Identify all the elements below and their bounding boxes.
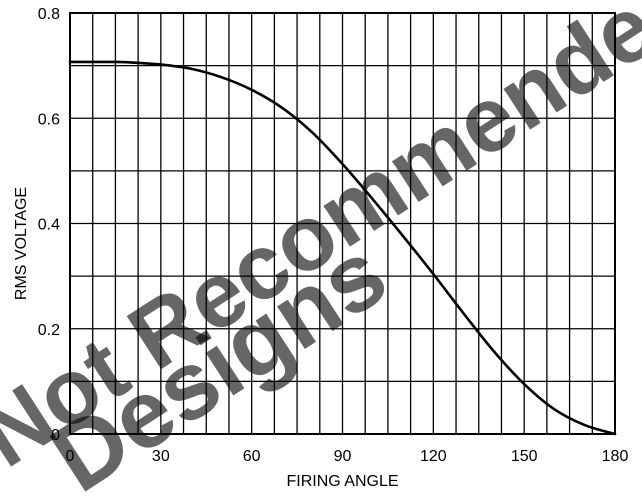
y-tick-label: 0.2 [38,322,60,339]
y-tick-label: 0.6 [38,111,60,128]
x-tick-label: 60 [243,448,261,465]
x-tick-label: 120 [420,448,447,465]
grid [70,13,615,434]
y-tick-label: 0.8 [38,6,60,23]
y-axis-title: RMS VOLTAGE [13,187,30,300]
x-tick-label: 90 [334,448,352,465]
y-axis-ticks: 0 0.2 0.4 0.6 0.8 [38,6,60,444]
x-axis-ticks: 0 30 60 90 120 150 180 [66,448,629,465]
x-tick-label: 180 [602,448,629,465]
plot-frame [69,12,616,435]
x-tick-label: 150 [511,448,538,465]
y-tick-label: 0 [51,427,60,444]
x-tick-label: 0 [66,448,75,465]
plot-border [69,12,616,435]
x-axis-title: FIRING ANGLE [286,473,398,490]
x-tick-label: 30 [152,448,170,465]
series [68,60,617,436]
series-line-0 [68,60,617,436]
y-tick-label: 0.4 [38,217,60,234]
